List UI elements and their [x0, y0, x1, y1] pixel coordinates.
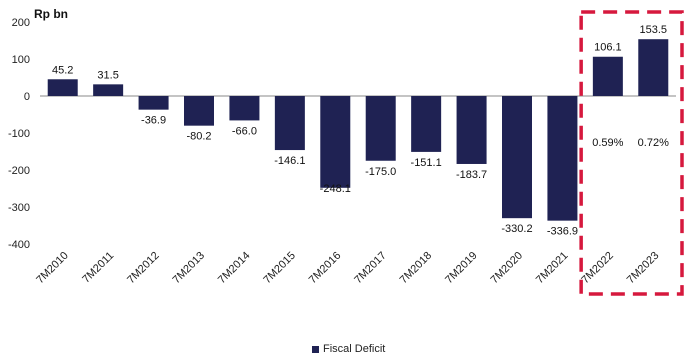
bar-7m2019: [456, 96, 487, 164]
x-tick-label: 7M2017: [352, 250, 389, 287]
bar-7m2016: [320, 96, 351, 188]
percent-annotation: 0.59%: [592, 137, 623, 149]
y-tick-label: -300: [8, 202, 30, 214]
x-tick-label: 7M2020: [489, 250, 526, 287]
bar-7m2017: [365, 96, 396, 161]
highlight-box: [579, 10, 684, 296]
data-label: -336.9: [547, 226, 578, 238]
data-label: 153.5: [640, 24, 668, 36]
bar-7m2022: [592, 56, 623, 96]
y-tick-label: 0: [24, 91, 30, 103]
x-tick-label: 7M2021: [534, 250, 571, 287]
y-tick-label: 100: [12, 54, 30, 66]
data-label: -36.9: [141, 115, 166, 127]
x-tick-label: 7M2012: [125, 250, 162, 287]
data-label: -248.1: [320, 183, 351, 195]
data-label: -80.2: [186, 131, 211, 143]
x-tick-label: 7M2013: [171, 250, 208, 287]
data-label: 31.5: [97, 69, 118, 81]
percent-annotation: 0.72%: [638, 137, 669, 149]
bar-7m2012: [138, 96, 169, 110]
unit-label: Rp bn: [34, 7, 68, 21]
x-tick-label: 7M2023: [625, 250, 662, 287]
x-tick-label: 7M2015: [261, 250, 298, 287]
bar-7m2015: [274, 96, 305, 151]
legend-label: Fiscal Deficit: [323, 343, 386, 355]
data-label: 106.1: [594, 42, 622, 54]
y-tick-label: -100: [8, 128, 30, 140]
bar-7m2021: [547, 96, 578, 221]
y-tick-label: -400: [8, 239, 30, 251]
y-tick-label: -200: [8, 165, 30, 177]
data-label: 45.2: [52, 64, 73, 76]
legend: Fiscal Deficit: [312, 343, 385, 355]
data-label: -183.7: [456, 169, 487, 181]
x-tick-label: 7M2010: [34, 250, 71, 287]
data-label: -146.1: [274, 155, 305, 167]
x-tick-label: 7M2011: [80, 250, 116, 286]
bar-7m2010: [47, 79, 78, 96]
bar-7m2013: [184, 96, 214, 126]
data-label: -66.0: [232, 125, 257, 137]
data-label: -151.1: [411, 157, 442, 169]
bar-7m2014: [229, 96, 260, 121]
x-tick-label: 7M2016: [307, 250, 344, 287]
data-label: -175.0: [365, 166, 396, 178]
legend-swatch: [312, 345, 319, 353]
x-tick-label: 7M2014: [216, 250, 253, 287]
x-tick-label: 7M2019: [443, 250, 480, 287]
bar-7m2020: [502, 96, 532, 219]
x-tick-label: 7M2022: [579, 250, 616, 287]
bar-7m2023: [638, 39, 669, 96]
data-label: -330.2: [501, 223, 532, 235]
y-tick-label: 200: [12, 17, 30, 29]
bar-7m2018: [411, 96, 442, 152]
x-tick-label: 7M2018: [398, 250, 435, 287]
bar-7m2011: [93, 84, 124, 96]
